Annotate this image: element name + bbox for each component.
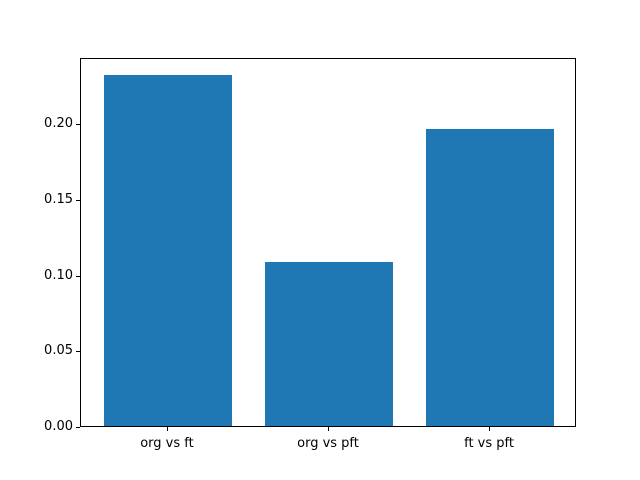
y-tick-mark	[76, 351, 80, 352]
y-tick-mark	[76, 276, 80, 277]
bar-2	[264, 262, 394, 426]
x-tick-label: org vs ft	[140, 436, 194, 451]
y-tick-label: 0.05	[44, 343, 73, 359]
x-tick-mark	[328, 427, 329, 431]
x-tick-mark	[166, 427, 168, 431]
y-tick-mark	[76, 427, 80, 428]
x-tick-label: ft vs pft	[464, 436, 514, 451]
y-tick-label: 0.20	[44, 116, 73, 132]
bar-1	[103, 74, 233, 426]
plot-area	[80, 58, 576, 427]
x-tick-label: org vs pft	[297, 436, 359, 451]
y-tick-label: 0.10	[44, 267, 73, 283]
y-tick-mark	[76, 124, 80, 125]
x-tick-mark	[489, 427, 491, 431]
y-tick-label: 0.15	[44, 191, 73, 207]
y-tick-mark	[76, 200, 80, 201]
bar-3	[425, 129, 555, 426]
y-tick-label: 0.00	[44, 419, 73, 434]
